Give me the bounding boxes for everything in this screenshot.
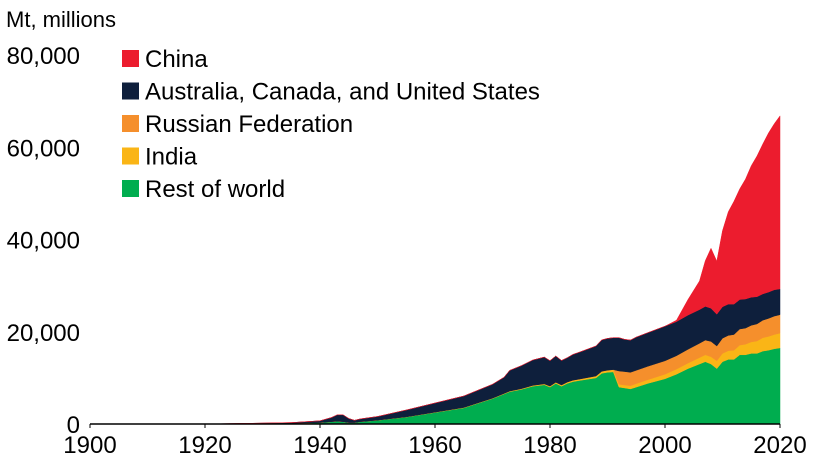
legend-label-australia-canada-and-united-states: Australia, Canada, and United States: [145, 79, 540, 106]
x-tick-label: 2020: [753, 432, 806, 459]
x-tick-label: 1960: [408, 432, 461, 459]
y-axis-ticks: 0 20,000 40,000 60,000 80,000: [7, 43, 80, 439]
x-axis-ticks: 1900 1920 1940 1960 1980 2000 2020: [63, 424, 807, 459]
legend-swatch-australia-canada-and-united-states: [122, 82, 139, 100]
x-tick-label: 1920: [178, 432, 231, 459]
area-china: [90, 115, 781, 425]
y-tick-label: 20,000: [7, 320, 80, 347]
legend-swatch-china: [122, 50, 139, 67]
y-tick-label: 0: [67, 412, 80, 439]
x-tick-label: 1900: [63, 432, 116, 459]
legend-label-russian-federation: Russian Federation: [145, 111, 353, 138]
x-tick-label: 1940: [293, 432, 346, 459]
legend-swatch-india: [122, 147, 139, 165]
legend-swatch-russian-federation: [122, 115, 139, 132]
legend-label-china: China: [145, 46, 208, 73]
y-tick-label: 40,000: [7, 228, 80, 255]
x-tick-label: 2000: [638, 432, 691, 459]
legend: China Australia, Canada, and United State…: [122, 46, 540, 203]
x-tick-label: 1980: [523, 432, 576, 459]
unit-label: Mt, millions: [6, 7, 116, 32]
y-tick-label: 80,000: [7, 43, 80, 70]
y-tick-label: 60,000: [7, 135, 80, 162]
legend-label-rest-of-world: Rest of world: [145, 176, 285, 203]
legend-swatch-rest-of-world: [122, 180, 139, 197]
legend-label-india: India: [145, 144, 198, 171]
